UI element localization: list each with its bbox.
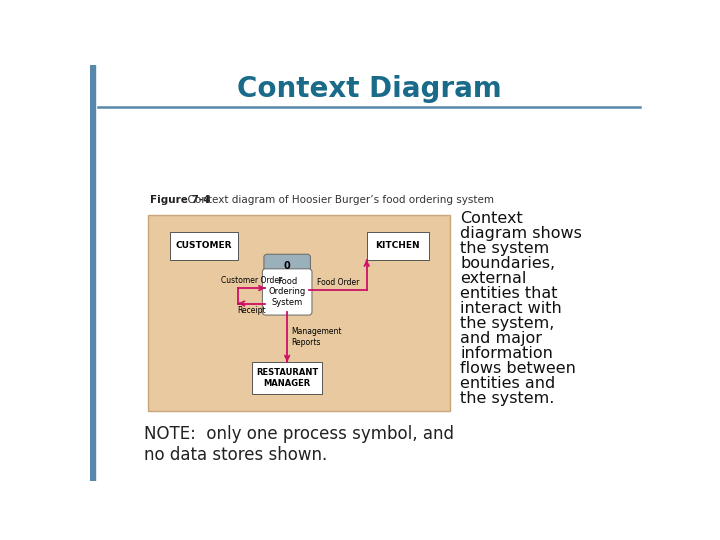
Text: Context: Context [461, 211, 523, 226]
Text: diagram shows: diagram shows [461, 226, 582, 241]
Bar [366, 232, 428, 260]
Text: CUSTOMER: CUSTOMER [176, 241, 232, 250]
Text: Context Diagram: Context Diagram [237, 76, 501, 104]
Text: entities that: entities that [461, 286, 558, 301]
Text: entities and: entities and [461, 376, 556, 392]
Text: boundaries,: boundaries, [461, 256, 556, 271]
Text: Food
Ordering
System: Food Ordering System [269, 277, 306, 307]
Text: RESTAURANT
MANAGER: RESTAURANT MANAGER [256, 368, 318, 388]
Text: NOTE:  only one process symbol, and
no data stores shown.: NOTE: only one process symbol, and no da… [144, 425, 454, 464]
Text: Figure 7-4: Figure 7-4 [150, 194, 211, 205]
Text: and major: and major [461, 331, 542, 346]
FancyBboxPatch shape [264, 254, 310, 278]
Bar [90, 65, 96, 481]
Text: the system,: the system, [461, 316, 555, 331]
Text: Customer Order: Customer Order [221, 276, 282, 285]
Text: external: external [461, 271, 527, 286]
Text: Context diagram of Hoosier Burger’s food ordering system: Context diagram of Hoosier Burger’s food… [181, 194, 495, 205]
Text: the system: the system [461, 241, 549, 256]
Bar [148, 215, 451, 411]
Text: Receipt: Receipt [238, 306, 266, 315]
Text: KITCHEN: KITCHEN [375, 241, 420, 250]
Bar [252, 362, 322, 394]
Text: interact with: interact with [461, 301, 562, 316]
Text: Food Order: Food Order [317, 278, 359, 287]
Text: Management
Reports: Management Reports [291, 327, 341, 347]
FancyBboxPatch shape [262, 269, 312, 315]
Text: 0: 0 [284, 261, 291, 271]
Text: information: information [461, 346, 554, 361]
Text: flows between: flows between [461, 361, 576, 376]
Text: the system.: the system. [461, 392, 555, 406]
Bar [170, 232, 238, 260]
